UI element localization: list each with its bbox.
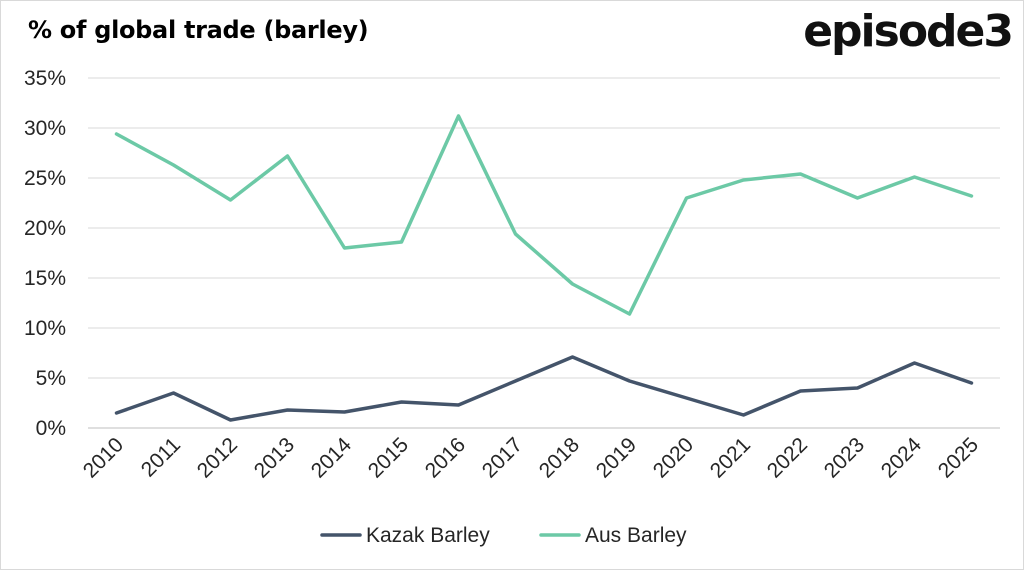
x-tick-label: 2010 <box>79 433 128 482</box>
x-tick-label: 2023 <box>820 433 869 482</box>
y-tick-label: 10% <box>24 317 66 340</box>
series-line-aus-barley <box>114 114 974 316</box>
x-tick-label: 2011 <box>137 433 185 481</box>
x-axis-ticks: 2010 2011 2012 2013 2014 2015 2016 2017 2018 2019… <box>79 433 983 483</box>
x-tick-label: 2014 <box>307 433 357 483</box>
x-tick-label: 2013 <box>250 433 299 482</box>
brand-logo: episode3 <box>803 6 1014 57</box>
x-tick-label: 2024 <box>877 433 927 483</box>
x-tick-label: 2015 <box>364 433 413 482</box>
x-tick-label: 2021 <box>706 433 755 482</box>
y-tick-label: 30% <box>24 117 66 140</box>
series-lines <box>114 114 974 422</box>
legend-label: Aus Barley <box>585 524 687 547</box>
x-tick-label: 2019 <box>592 433 641 482</box>
y-tick-label: 0% <box>36 417 66 440</box>
x-tick-label: 2017 <box>478 433 527 482</box>
chart-title: % of global trade (barley) <box>28 16 369 44</box>
legend: Kazak Barley Aus Barley <box>320 524 687 547</box>
x-tick-label: 2012 <box>193 433 242 482</box>
x-tick-label: 2025 <box>934 433 983 482</box>
y-tick-label: 20% <box>24 217 66 240</box>
x-tick-label: 2022 <box>763 433 812 482</box>
y-tick-label: 25% <box>24 167 66 190</box>
legend-label: Kazak Barley <box>366 524 490 547</box>
y-tick-label: 35% <box>24 67 66 90</box>
y-axis-ticks: 0% 5% 10% 15% 20% 25% 30% 35% <box>24 67 66 440</box>
y-tick-label: 5% <box>36 367 66 390</box>
x-tick-label: 2020 <box>649 433 698 482</box>
gridlines <box>88 77 1000 429</box>
x-tick-label: 2016 <box>421 433 470 482</box>
y-tick-label: 15% <box>24 267 66 290</box>
x-tick-label: 2018 <box>535 433 584 482</box>
series-line-kazak-barley <box>114 355 974 422</box>
